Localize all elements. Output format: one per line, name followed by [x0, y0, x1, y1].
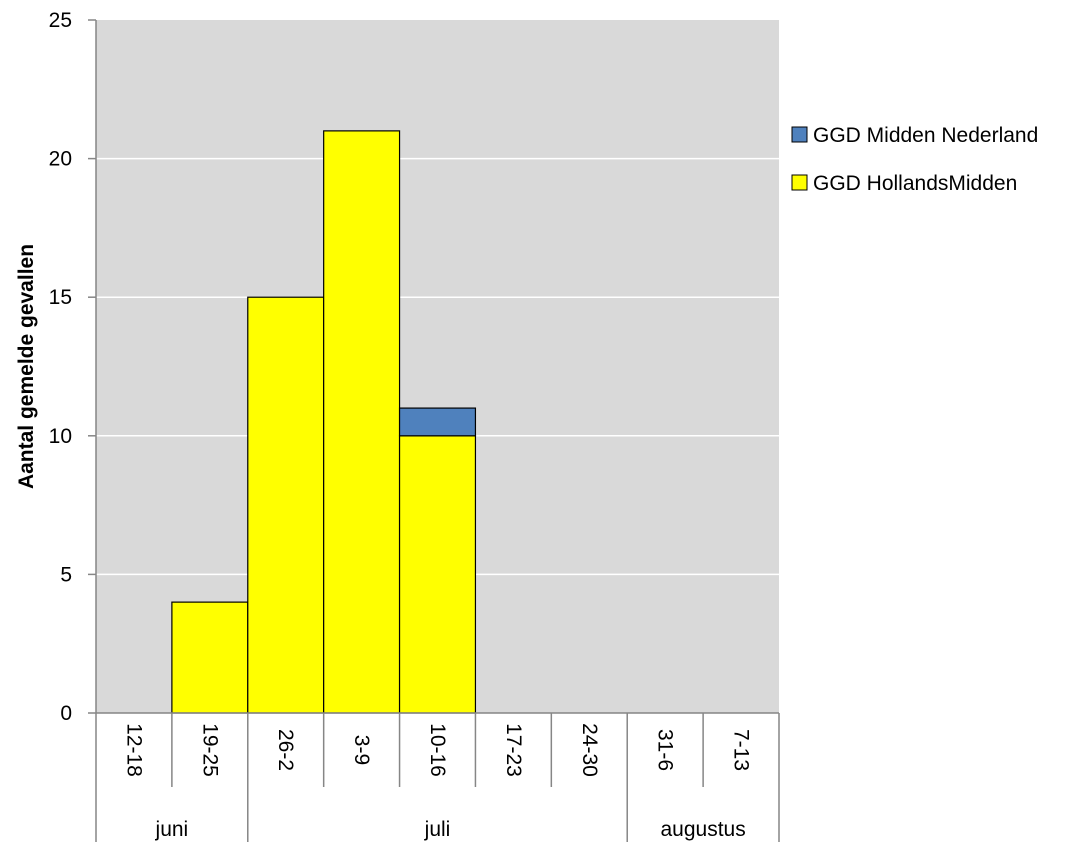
x-month-label: augustus	[660, 818, 745, 841]
bar-ggd-midden-nederland-10-16	[398, 407, 477, 437]
bar-ggd-hollandsmidden-10-16	[398, 435, 477, 714]
x-month-label: juni	[155, 818, 189, 841]
legend-label: GGD Midden Nederland	[813, 124, 1038, 147]
y-tick-label: 15	[49, 286, 72, 309]
legend-swatch	[791, 126, 808, 143]
x-category-label: 12-18	[122, 723, 145, 777]
y-axis-label: Aantal gemelde gevallen	[15, 244, 38, 489]
x-category-label: 31-6	[654, 729, 677, 771]
x-category-label: 10-16	[426, 723, 449, 777]
bar-ggd-hollandsmidden-3-9	[323, 130, 401, 714]
legend: GGD Midden Nederland GGD HollandsMidden	[791, 124, 1038, 195]
x-month-labels: juni juli augustus	[155, 818, 746, 841]
y-tick-labels: 0 5 10 15 20 25	[49, 9, 72, 725]
legend-swatch	[791, 174, 808, 191]
axes	[88, 19, 780, 842]
legend-label: GGD HollandsMidden	[813, 172, 1017, 195]
x-category-label: 3-9	[350, 735, 373, 765]
y-tick-label: 10	[49, 425, 72, 448]
x-category-label: 26-2	[274, 729, 297, 771]
bar-ggd-hollandsmidden-26-2	[247, 296, 325, 714]
y-tick-label: 20	[49, 148, 72, 171]
bar-ggd-hollandsmidden-19-25	[171, 601, 249, 714]
bars	[171, 130, 477, 714]
y-tick-label: 0	[60, 702, 72, 725]
x-category-label: 7-13	[730, 729, 753, 771]
x-category-label: 17-23	[502, 723, 525, 777]
y-tick-label: 25	[49, 9, 72, 32]
x-category-label: 24-30	[578, 723, 601, 777]
y-tick-label: 5	[60, 563, 72, 586]
x-category-labels: 12-18 19-25 26-2 3-9 10-16 17-23 24-30 31-6 7-13	[122, 723, 752, 777]
x-category-label: 19-25	[198, 723, 221, 777]
x-month-label: juli	[424, 818, 451, 841]
